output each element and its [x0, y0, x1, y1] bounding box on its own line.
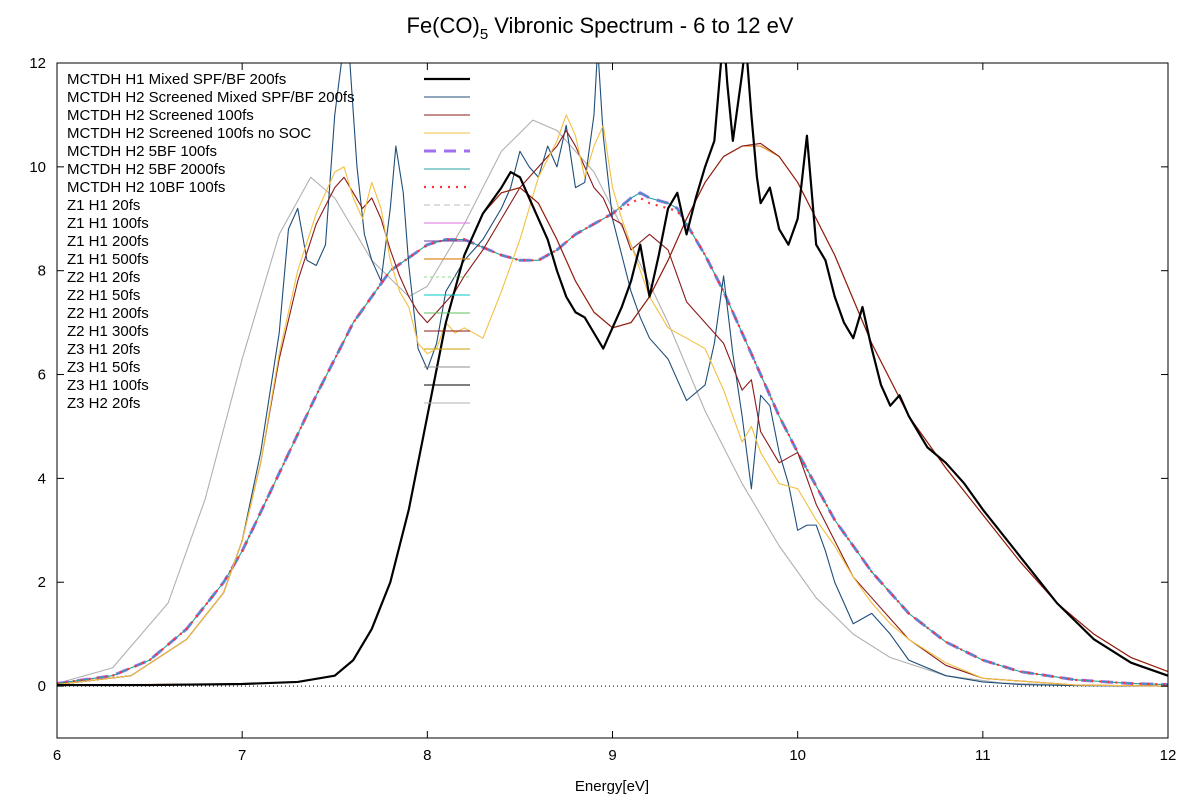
x-tick-label: 9 [608, 747, 616, 764]
y-tick-label: 10 [29, 159, 46, 176]
x-tick-label: 6 [53, 747, 61, 764]
series-line [57, 119, 1168, 687]
x-tick-label: 11 [975, 747, 991, 764]
legend-label: Z2 H1 20fs [67, 269, 140, 286]
y-tick-label: 0 [38, 678, 46, 695]
x-axis-label: Energy[eV] [575, 778, 649, 795]
legend-label: Z3 H1 20fs [67, 341, 140, 358]
y-tick-label: 4 [38, 470, 46, 487]
legend-label: Z1 H1 100fs [67, 215, 149, 232]
legend-label: Z1 H1 500fs [67, 251, 149, 268]
series-line [57, 63, 1168, 687]
legend-label: Z2 H1 300fs [67, 323, 149, 340]
legend-label: Z3 H1 50fs [67, 359, 140, 376]
y-tick-label: 2 [38, 574, 46, 591]
series-line [57, 129, 1168, 687]
legend-label: MCTDH H2 5BF 2000fs [67, 161, 225, 178]
axis-ticks: 6 7 8 9 10 11 12 0 2 4 6 8 10 12 [29, 55, 1176, 764]
series-line [57, 196, 1168, 686]
x-tick-label: 8 [423, 747, 431, 764]
series-line [57, 63, 1168, 687]
legend-label: MCTDH H1 Mixed SPF/BF 200fs [67, 71, 286, 88]
chart-title-rest: Vibronic Spectrum - 6 to 12 eV [488, 13, 794, 38]
chart-title-subscript: 5 [480, 26, 488, 43]
series-lines [57, 63, 1168, 687]
legend-label: Z1 H1 20fs [67, 197, 140, 214]
legend-label: MCTDH H2 Screened 100fs no SOC [67, 125, 311, 142]
chart-title: Fe(CO)5 Vibronic Spectrum - 6 to 12 eV [407, 13, 794, 43]
x-tick-label: 12 [1160, 747, 1177, 764]
legend-label: MCTDH H2 Screened 100fs [67, 107, 254, 124]
legend-label: Z1 H1 200fs [67, 233, 149, 250]
legend-label: Z3 H1 100fs [67, 377, 149, 394]
legend-label: Z2 H1 200fs [67, 305, 149, 322]
legend-label: Z2 H1 50fs [67, 287, 140, 304]
legend-label: Z3 H2 20fs [67, 395, 140, 412]
chart-title-main: Fe(CO) [407, 13, 480, 38]
series-line [57, 192, 1168, 686]
x-tick-label: 10 [789, 747, 806, 764]
y-tick-label: 6 [38, 367, 46, 384]
y-tick-label: 12 [29, 55, 46, 72]
x-tick-label: 7 [238, 747, 246, 764]
series-line [57, 114, 1168, 687]
legend-label: MCTDH H2 5BF 100fs [67, 143, 217, 160]
legend-label: MCTDH H2 10BF 100fs [67, 179, 225, 196]
legend-label: MCTDH H2 Screened Mixed SPF/BF 200fs [67, 89, 355, 106]
y-tick-label: 8 [38, 263, 46, 280]
